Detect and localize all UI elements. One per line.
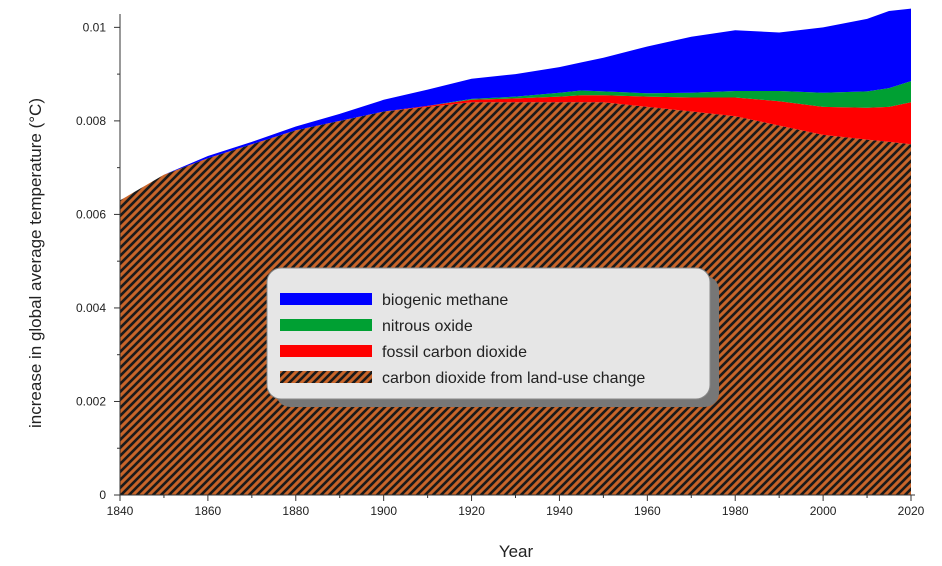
- area-biogenic-methane: [120, 8, 911, 201]
- x-tick-label: 1940: [546, 504, 573, 518]
- x-tick-label: 1980: [722, 504, 749, 518]
- x-tick-label: 1840: [107, 504, 134, 518]
- x-axis-ticks: 1840 1860 1880 1900 1920 1940 1960 1980 2000 2020: [107, 495, 925, 518]
- legend-label-carbon-dioxide-from-land-use-change: carbon dioxide from land-use change: [382, 370, 645, 387]
- x-tick-label: 1860: [195, 504, 222, 518]
- legend-swatch-biogenic-methane: [280, 293, 372, 305]
- legend: biogenic methane nitrous oxide fossil carb…: [266, 267, 719, 407]
- y-tick-label: 0.008: [76, 114, 106, 128]
- legend-label-fossil-carbon-dioxide: fossil carbon dioxide: [382, 344, 527, 361]
- x-tick-label: 1900: [370, 504, 397, 518]
- x-tick-label: 2020: [898, 504, 925, 518]
- axes: [119, 14, 915, 496]
- y-tick-label: 0.002: [76, 394, 106, 408]
- y-tick-label: 0.006: [76, 207, 106, 221]
- x-tick-label: 1880: [282, 504, 309, 518]
- y-tick-label: 0: [99, 488, 106, 502]
- x-tick-label: 1960: [634, 504, 661, 518]
- y-axis-title: increase in global average temperature (…: [26, 98, 45, 428]
- y-tick-label: 0.01: [83, 20, 107, 34]
- x-tick-label: 2000: [810, 504, 837, 518]
- stacked-areas: [120, 8, 911, 495]
- y-tick-label: 0.004: [76, 301, 106, 315]
- legend-label-biogenic-methane: biogenic methane: [382, 292, 508, 309]
- legend-box: [266, 267, 711, 400]
- y-axis-ticks: 0 0.002 0.004 0.006 0.008 0.01: [76, 20, 120, 502]
- x-tick-label: 1920: [458, 504, 485, 518]
- legend-label-nitrous-oxide: nitrous oxide: [382, 318, 473, 335]
- legend-swatch-nitrous-oxide: [280, 319, 372, 331]
- legend-swatch-carbon-dioxide-from-land-use-change: [280, 371, 372, 383]
- legend-swatch-fossil-carbon-dioxide: [280, 345, 372, 357]
- area-nitrous-oxide: [120, 81, 911, 201]
- x-axis-title: Year: [499, 542, 534, 561]
